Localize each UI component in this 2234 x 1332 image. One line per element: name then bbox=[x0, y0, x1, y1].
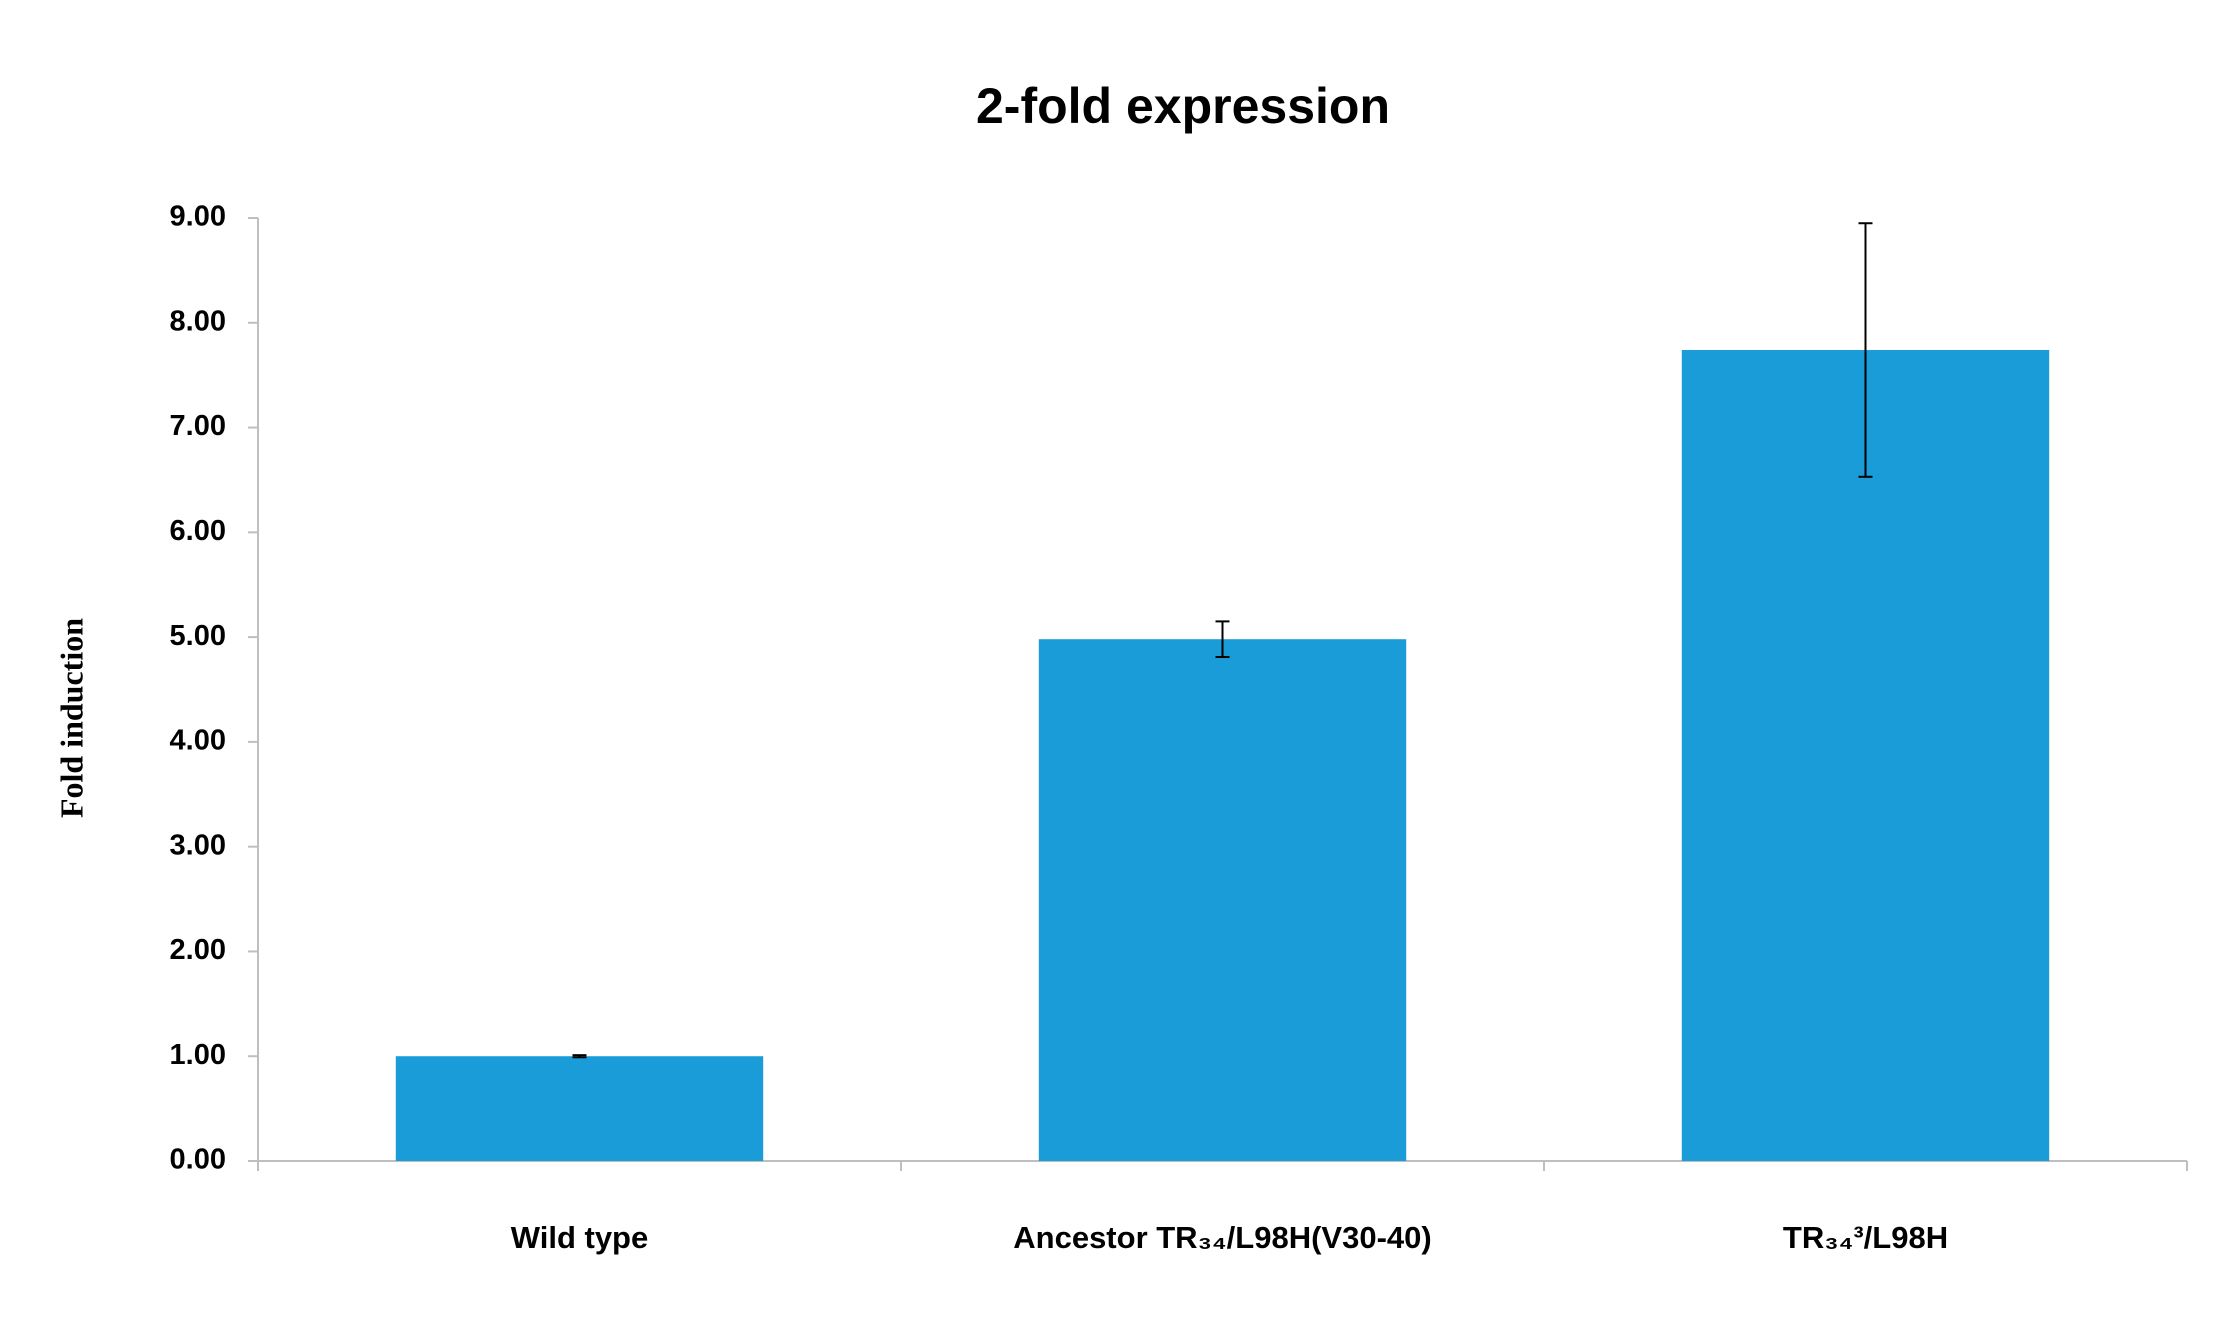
y-tick-label: 6.00 bbox=[170, 515, 226, 547]
y-tick-label: 5.00 bbox=[170, 620, 226, 652]
error-bar bbox=[1215, 620, 1230, 659]
y-tick-label: 4.00 bbox=[170, 725, 226, 757]
y-tick-label: 3.00 bbox=[170, 829, 226, 861]
y-tick-label: 1.00 bbox=[170, 1039, 226, 1071]
y-tick-label: 2.00 bbox=[170, 934, 226, 966]
y-tick-label: 9.00 bbox=[170, 201, 226, 233]
x-tick-label: TR₃₄³/L98H bbox=[1783, 1220, 1948, 1255]
bar bbox=[1681, 350, 2050, 1161]
y-tick-label: 7.00 bbox=[170, 410, 226, 442]
bar bbox=[395, 1056, 764, 1161]
y-axis-label: Fold induction bbox=[53, 618, 89, 818]
error-bar bbox=[1858, 222, 1873, 478]
bar bbox=[1038, 639, 1407, 1161]
x-tick-label: Wild type bbox=[511, 1220, 649, 1255]
y-tick-label: 8.00 bbox=[170, 305, 226, 337]
x-tick-label: Ancestor TR₃₄/L98H(V30-40) bbox=[1013, 1220, 1431, 1255]
y-tick-label: 0.00 bbox=[170, 1144, 226, 1176]
chart-title: 2-fold expression bbox=[976, 78, 1390, 134]
error-bar bbox=[572, 1054, 587, 1059]
